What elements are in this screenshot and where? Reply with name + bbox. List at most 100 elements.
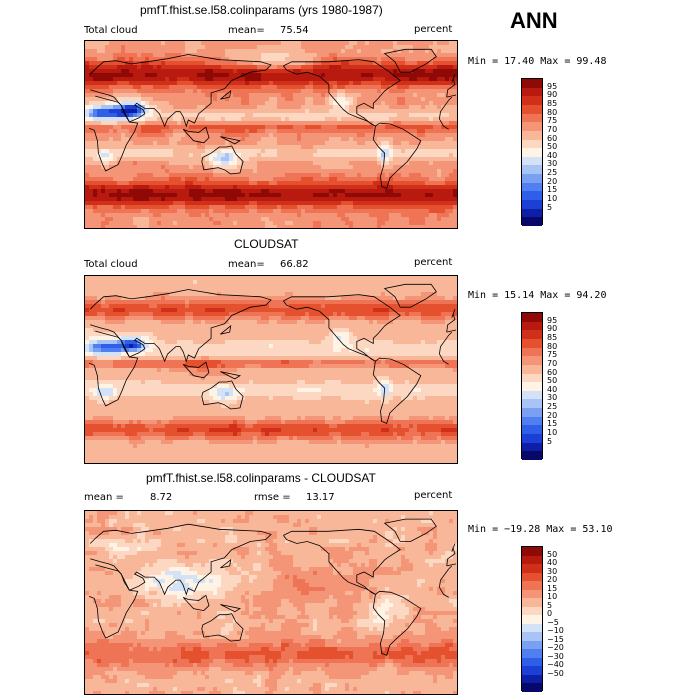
contour-cell	[429, 145, 434, 150]
contour-cell	[325, 57, 330, 62]
contour-cell	[265, 109, 270, 114]
contour-cell	[221, 97, 226, 102]
contour-cell	[161, 53, 166, 58]
contour-cell	[377, 53, 382, 58]
contour-cell	[161, 213, 166, 218]
contour-cell	[185, 149, 190, 154]
contour-cell	[197, 129, 202, 134]
colorbar-box	[521, 78, 543, 227]
contour-cell	[341, 41, 346, 46]
contour-cell	[389, 153, 394, 158]
contour-cell	[429, 81, 434, 86]
contour-cell	[305, 145, 310, 150]
contour-cell	[177, 101, 182, 106]
contour-cell	[221, 129, 226, 134]
contour-cell	[373, 117, 378, 122]
contour-cell	[189, 149, 194, 154]
contour-cell	[357, 161, 362, 166]
contour-cell	[309, 225, 314, 228]
contour-cell	[173, 213, 178, 218]
contour-cell	[345, 157, 350, 162]
contour-cell	[125, 57, 130, 62]
contour-cell	[329, 65, 334, 70]
contour-cell	[141, 161, 146, 166]
contour-cell	[441, 169, 446, 174]
contour-cell	[377, 280, 382, 285]
contour-cell	[233, 296, 238, 301]
contour-cell	[321, 217, 326, 222]
contour-cell	[345, 125, 350, 130]
contour-cell	[425, 69, 430, 74]
contour-cell	[437, 221, 442, 226]
contour-cell	[397, 280, 402, 285]
contour-cell	[381, 173, 386, 178]
contour-cell	[289, 141, 294, 146]
contour-cell	[173, 296, 178, 301]
contour-cell	[113, 149, 118, 154]
contour-cell	[109, 125, 114, 130]
contour-cell	[281, 73, 286, 78]
contour-cell	[453, 89, 457, 94]
contour-cell	[153, 213, 158, 218]
contour-cell	[401, 280, 406, 285]
contour-cell	[261, 121, 266, 126]
contour-cell	[337, 121, 342, 126]
contour-cell	[213, 145, 218, 150]
contour-cell	[133, 193, 138, 198]
contour-cell	[369, 205, 374, 210]
contour-cell	[277, 201, 282, 206]
contour-cell	[349, 221, 354, 226]
contour-cell	[269, 209, 274, 214]
contour-cell	[389, 213, 394, 218]
contour-cell	[409, 77, 414, 82]
contour-cell	[357, 65, 362, 70]
contour-cell	[101, 173, 106, 178]
contour-cell	[397, 109, 402, 114]
contour-cell	[173, 161, 178, 166]
contour-cell	[429, 157, 434, 162]
contour-cell	[249, 209, 254, 214]
contour-cell	[381, 169, 386, 174]
contour-cell	[213, 169, 218, 174]
contour-cell	[381, 113, 386, 118]
contour-cell	[237, 129, 242, 134]
contour-cell	[237, 73, 242, 78]
contour-cell	[121, 141, 126, 146]
contour-cell	[377, 109, 382, 114]
contour-cell	[253, 197, 258, 202]
contour-cell	[233, 73, 238, 78]
contour-cell	[405, 81, 410, 86]
contour-cell	[173, 77, 178, 82]
contour-cell	[117, 177, 122, 182]
contour-cell	[101, 81, 106, 86]
contour-cell	[101, 77, 106, 82]
contour-cell	[405, 85, 410, 90]
contour-cell	[165, 137, 170, 142]
contour-cell	[157, 105, 162, 110]
contour-cell	[241, 65, 246, 70]
contour-cell	[129, 149, 134, 154]
contour-cell	[97, 89, 102, 94]
contour-cell	[181, 189, 186, 194]
contour-cell	[117, 149, 122, 154]
contour-cell	[337, 205, 342, 210]
contour-cell	[257, 169, 262, 174]
contour-cell	[449, 145, 454, 150]
contour-cell	[137, 173, 142, 178]
contour-cell	[277, 53, 282, 58]
contour-cell	[197, 193, 202, 198]
contour-cell	[261, 280, 266, 285]
contour-cell	[449, 169, 454, 174]
contour-cell	[241, 173, 246, 178]
contour-cell	[401, 276, 406, 281]
contour-cell	[253, 284, 258, 289]
contour-cell	[233, 284, 238, 289]
contour-cell	[105, 217, 110, 222]
contour-cell	[325, 189, 330, 194]
contour-cell	[229, 173, 234, 178]
contour-cell	[141, 137, 146, 142]
contour-cell	[153, 49, 158, 54]
contour-cell	[381, 201, 386, 206]
contour-cell	[361, 221, 366, 226]
contour-cell	[269, 161, 274, 166]
